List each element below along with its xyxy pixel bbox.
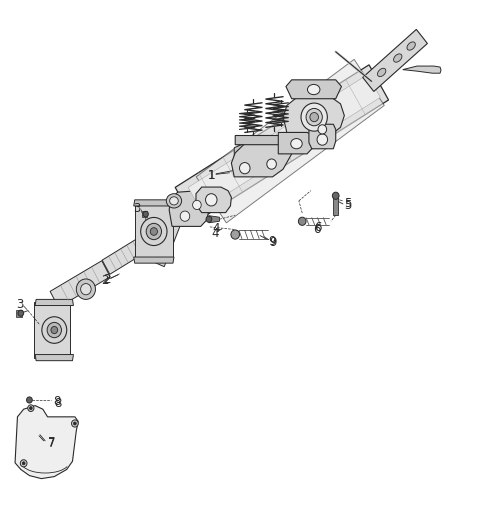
Ellipse shape	[332, 192, 339, 199]
Polygon shape	[234, 144, 244, 174]
Polygon shape	[278, 133, 316, 154]
Polygon shape	[235, 136, 295, 145]
Ellipse shape	[267, 159, 276, 169]
Text: 8: 8	[53, 395, 60, 408]
Text: 5: 5	[344, 197, 352, 210]
Polygon shape	[15, 406, 78, 479]
Ellipse shape	[291, 139, 302, 149]
Ellipse shape	[306, 109, 323, 126]
Ellipse shape	[318, 125, 326, 134]
Ellipse shape	[51, 327, 58, 334]
Ellipse shape	[20, 460, 27, 467]
Polygon shape	[148, 214, 182, 267]
Ellipse shape	[42, 317, 67, 344]
Polygon shape	[403, 66, 441, 73]
Polygon shape	[309, 124, 336, 149]
Ellipse shape	[407, 42, 415, 50]
Ellipse shape	[394, 54, 402, 62]
Polygon shape	[333, 197, 338, 215]
Ellipse shape	[240, 162, 250, 174]
Text: 4: 4	[212, 222, 220, 235]
Ellipse shape	[301, 103, 327, 131]
Ellipse shape	[310, 113, 319, 122]
Text: 7: 7	[48, 436, 55, 449]
Ellipse shape	[26, 397, 32, 403]
Ellipse shape	[18, 310, 24, 316]
Polygon shape	[169, 190, 210, 226]
Text: 8: 8	[54, 397, 61, 410]
Polygon shape	[196, 187, 231, 212]
Text: 3: 3	[133, 202, 141, 215]
Ellipse shape	[76, 279, 96, 300]
Ellipse shape	[299, 217, 306, 225]
Polygon shape	[283, 95, 344, 139]
Polygon shape	[363, 29, 427, 92]
Ellipse shape	[231, 230, 240, 239]
Polygon shape	[135, 203, 173, 260]
Ellipse shape	[73, 422, 76, 425]
Ellipse shape	[150, 228, 157, 236]
Ellipse shape	[308, 84, 320, 95]
Text: 6: 6	[314, 221, 321, 234]
Text: 9: 9	[270, 236, 277, 249]
Polygon shape	[286, 80, 341, 99]
Ellipse shape	[205, 194, 217, 206]
Ellipse shape	[180, 211, 190, 221]
Ellipse shape	[47, 323, 61, 338]
Ellipse shape	[206, 216, 212, 222]
Polygon shape	[102, 233, 153, 274]
Polygon shape	[16, 310, 22, 317]
Ellipse shape	[377, 68, 386, 77]
Polygon shape	[209, 216, 219, 223]
Text: 1: 1	[207, 169, 215, 182]
Text: 2: 2	[101, 274, 108, 287]
Ellipse shape	[141, 218, 167, 246]
Ellipse shape	[22, 462, 25, 465]
Ellipse shape	[146, 223, 161, 240]
Text: 3: 3	[16, 298, 24, 311]
Ellipse shape	[317, 134, 327, 145]
Text: 6: 6	[313, 223, 320, 236]
Ellipse shape	[192, 200, 201, 209]
Polygon shape	[188, 75, 380, 210]
Ellipse shape	[28, 405, 34, 412]
Ellipse shape	[143, 211, 148, 217]
Ellipse shape	[72, 420, 78, 427]
Polygon shape	[231, 140, 292, 177]
Polygon shape	[196, 59, 384, 223]
Text: 7: 7	[48, 437, 55, 451]
Text: 9: 9	[268, 235, 275, 248]
Polygon shape	[35, 354, 73, 360]
Text: 2: 2	[104, 273, 111, 287]
Polygon shape	[175, 65, 388, 223]
Polygon shape	[34, 302, 70, 358]
Text: 5: 5	[344, 200, 352, 212]
Ellipse shape	[29, 407, 32, 410]
Ellipse shape	[166, 194, 181, 208]
Text: 1: 1	[207, 169, 215, 182]
Polygon shape	[35, 300, 73, 306]
Polygon shape	[134, 257, 174, 263]
Text: 4: 4	[211, 226, 219, 240]
Ellipse shape	[169, 197, 178, 205]
Polygon shape	[134, 200, 174, 206]
Ellipse shape	[81, 284, 91, 295]
Polygon shape	[142, 211, 147, 217]
Polygon shape	[50, 261, 110, 307]
